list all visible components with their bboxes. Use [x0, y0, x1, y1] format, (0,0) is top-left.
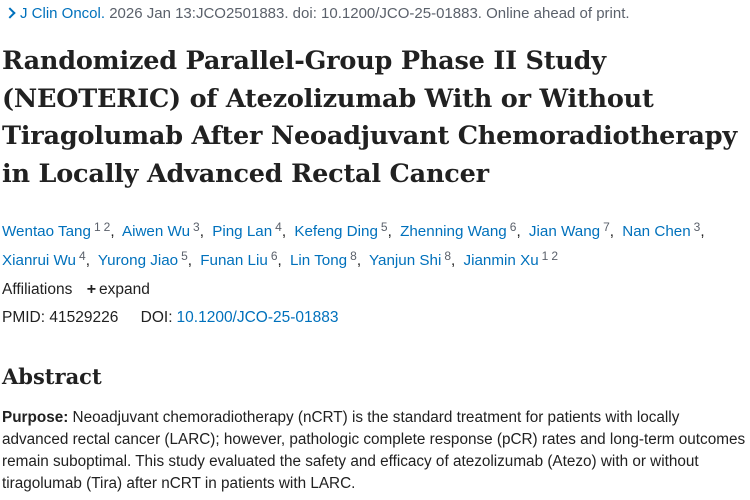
- author-separator: ,: [277, 252, 282, 269]
- author-separator: ,: [609, 223, 615, 240]
- author-separator: ,: [110, 223, 115, 240]
- affiliations-label: Affiliations: [2, 281, 73, 298]
- affiliation-number-link[interactable]: 8: [444, 249, 452, 263]
- author-item: Nan Chen 3,: [622, 220, 708, 240]
- author-item: Yanjun Shi 8,: [369, 249, 459, 269]
- author-name-link[interactable]: Jian Wang: [528, 223, 601, 240]
- author-item: Kefeng Ding 5,: [294, 220, 396, 240]
- affiliation-number-link[interactable]: 5: [181, 249, 188, 263]
- author-name-link[interactable]: Wentao Tang: [2, 223, 91, 240]
- author-separator: ,: [281, 223, 287, 240]
- author-separator: ,: [199, 223, 204, 240]
- affiliation-number-link[interactable]: 2: [551, 249, 559, 263]
- author-item: Wentao Tang 1 2,: [2, 220, 119, 240]
- expand-label: expand: [99, 281, 150, 298]
- author-item: Xianrui Wu 4,: [2, 249, 94, 269]
- author-separator: ,: [700, 223, 705, 240]
- citation-line: J Clin Oncol. 2026 Jan 13:JCO2501883. do…: [3, 5, 630, 22]
- pmid-value: 41529226: [49, 309, 119, 326]
- author-item: Jianmin Xu 1 2: [463, 249, 559, 269]
- affiliation-number-link[interactable]: 3: [693, 220, 701, 234]
- purpose-label: Purpose:: [2, 409, 69, 426]
- affiliation-number-link[interactable]: 5: [380, 220, 388, 234]
- author-name-link[interactable]: Jianmin Xu: [463, 252, 539, 269]
- affiliation-number-link[interactable]: 6: [509, 220, 517, 234]
- affiliation-number-link[interactable]: 1: [93, 220, 101, 234]
- author-item: Ping Lan 4,: [212, 220, 290, 240]
- abstract-heading: Abstract: [2, 364, 102, 389]
- affiliation-number-link[interactable]: 8: [350, 249, 357, 263]
- article-title: Randomized Parallel-Group Phase II Study…: [2, 46, 737, 189]
- author-item: Lin Tong 8,: [289, 249, 365, 269]
- author-separator: ,: [85, 252, 90, 269]
- author-name-link[interactable]: Xianrui Wu: [2, 252, 77, 269]
- author-name-link[interactable]: Ping Lan: [212, 223, 273, 240]
- author-item: Jian Wang 7,: [528, 220, 618, 240]
- author-item: Yurong Jiao 5,: [97, 249, 196, 269]
- purpose-text: Neoadjuvant chemoradiotherapy (nCRT) is …: [2, 409, 746, 492]
- journal-link[interactable]: J Clin Oncol.: [20, 5, 106, 22]
- author-item: Aiwen Wu 3,: [121, 220, 208, 240]
- author-separator: ,: [387, 223, 392, 240]
- author-separator: ,: [451, 252, 456, 269]
- author-name-link[interactable]: Zhenning Wang: [400, 223, 507, 240]
- author-item: Zhenning Wang 6,: [400, 220, 525, 240]
- abstract-purpose: Purpose: Neoadjuvant chemoradiotherapy (…: [2, 407, 747, 495]
- author-name-link[interactable]: Kefeng Ding: [294, 223, 378, 240]
- affiliation-number-link[interactable]: 2: [103, 220, 111, 234]
- plus-icon: +: [86, 281, 97, 298]
- doi-label: DOI:: [140, 309, 173, 326]
- affiliation-number-link[interactable]: 4: [275, 220, 282, 234]
- author-separator: ,: [356, 252, 362, 269]
- affiliations-row: Affiliations + expand: [2, 281, 150, 299]
- author-name-link[interactable]: Yurong Jiao: [97, 252, 179, 269]
- affiliation-number-link[interactable]: 4: [79, 249, 86, 263]
- doi-link[interactable]: 10.1200/JCO-25-01883: [176, 309, 339, 326]
- author-name-link[interactable]: Lin Tong: [289, 252, 348, 269]
- affiliations-expand-button[interactable]: + expand: [87, 281, 150, 298]
- citation-details: 2026 Jan 13:JCO2501883. doi: 10.1200/JCO…: [109, 5, 630, 22]
- affiliation-number-link[interactable]: 6: [270, 249, 278, 263]
- author-name-link[interactable]: Yanjun Shi: [369, 252, 442, 269]
- affiliation-number-link[interactable]: 3: [193, 220, 200, 234]
- chevron-right-icon: [4, 7, 16, 19]
- author-separator: ,: [187, 252, 193, 269]
- affiliation-number-link[interactable]: 7: [603, 220, 610, 234]
- author-name-link[interactable]: Nan Chen: [622, 223, 691, 240]
- affiliation-number-link[interactable]: 1: [541, 249, 549, 263]
- authors-list: Wentao Tang 1 2, Aiwen Wu 3, Ping Lan 4, Kef…: [2, 215, 747, 273]
- identifiers-row: PMID: 41529226 DOI: 10.1200/JCO-25-01883: [2, 309, 339, 327]
- author-name-link[interactable]: Aiwen Wu: [121, 223, 191, 240]
- author-separator: ,: [516, 223, 521, 240]
- author-name-link[interactable]: Funan Liu: [200, 252, 268, 269]
- author-item: Funan Liu 6,: [200, 249, 285, 269]
- pmid-label: PMID:: [2, 309, 46, 326]
